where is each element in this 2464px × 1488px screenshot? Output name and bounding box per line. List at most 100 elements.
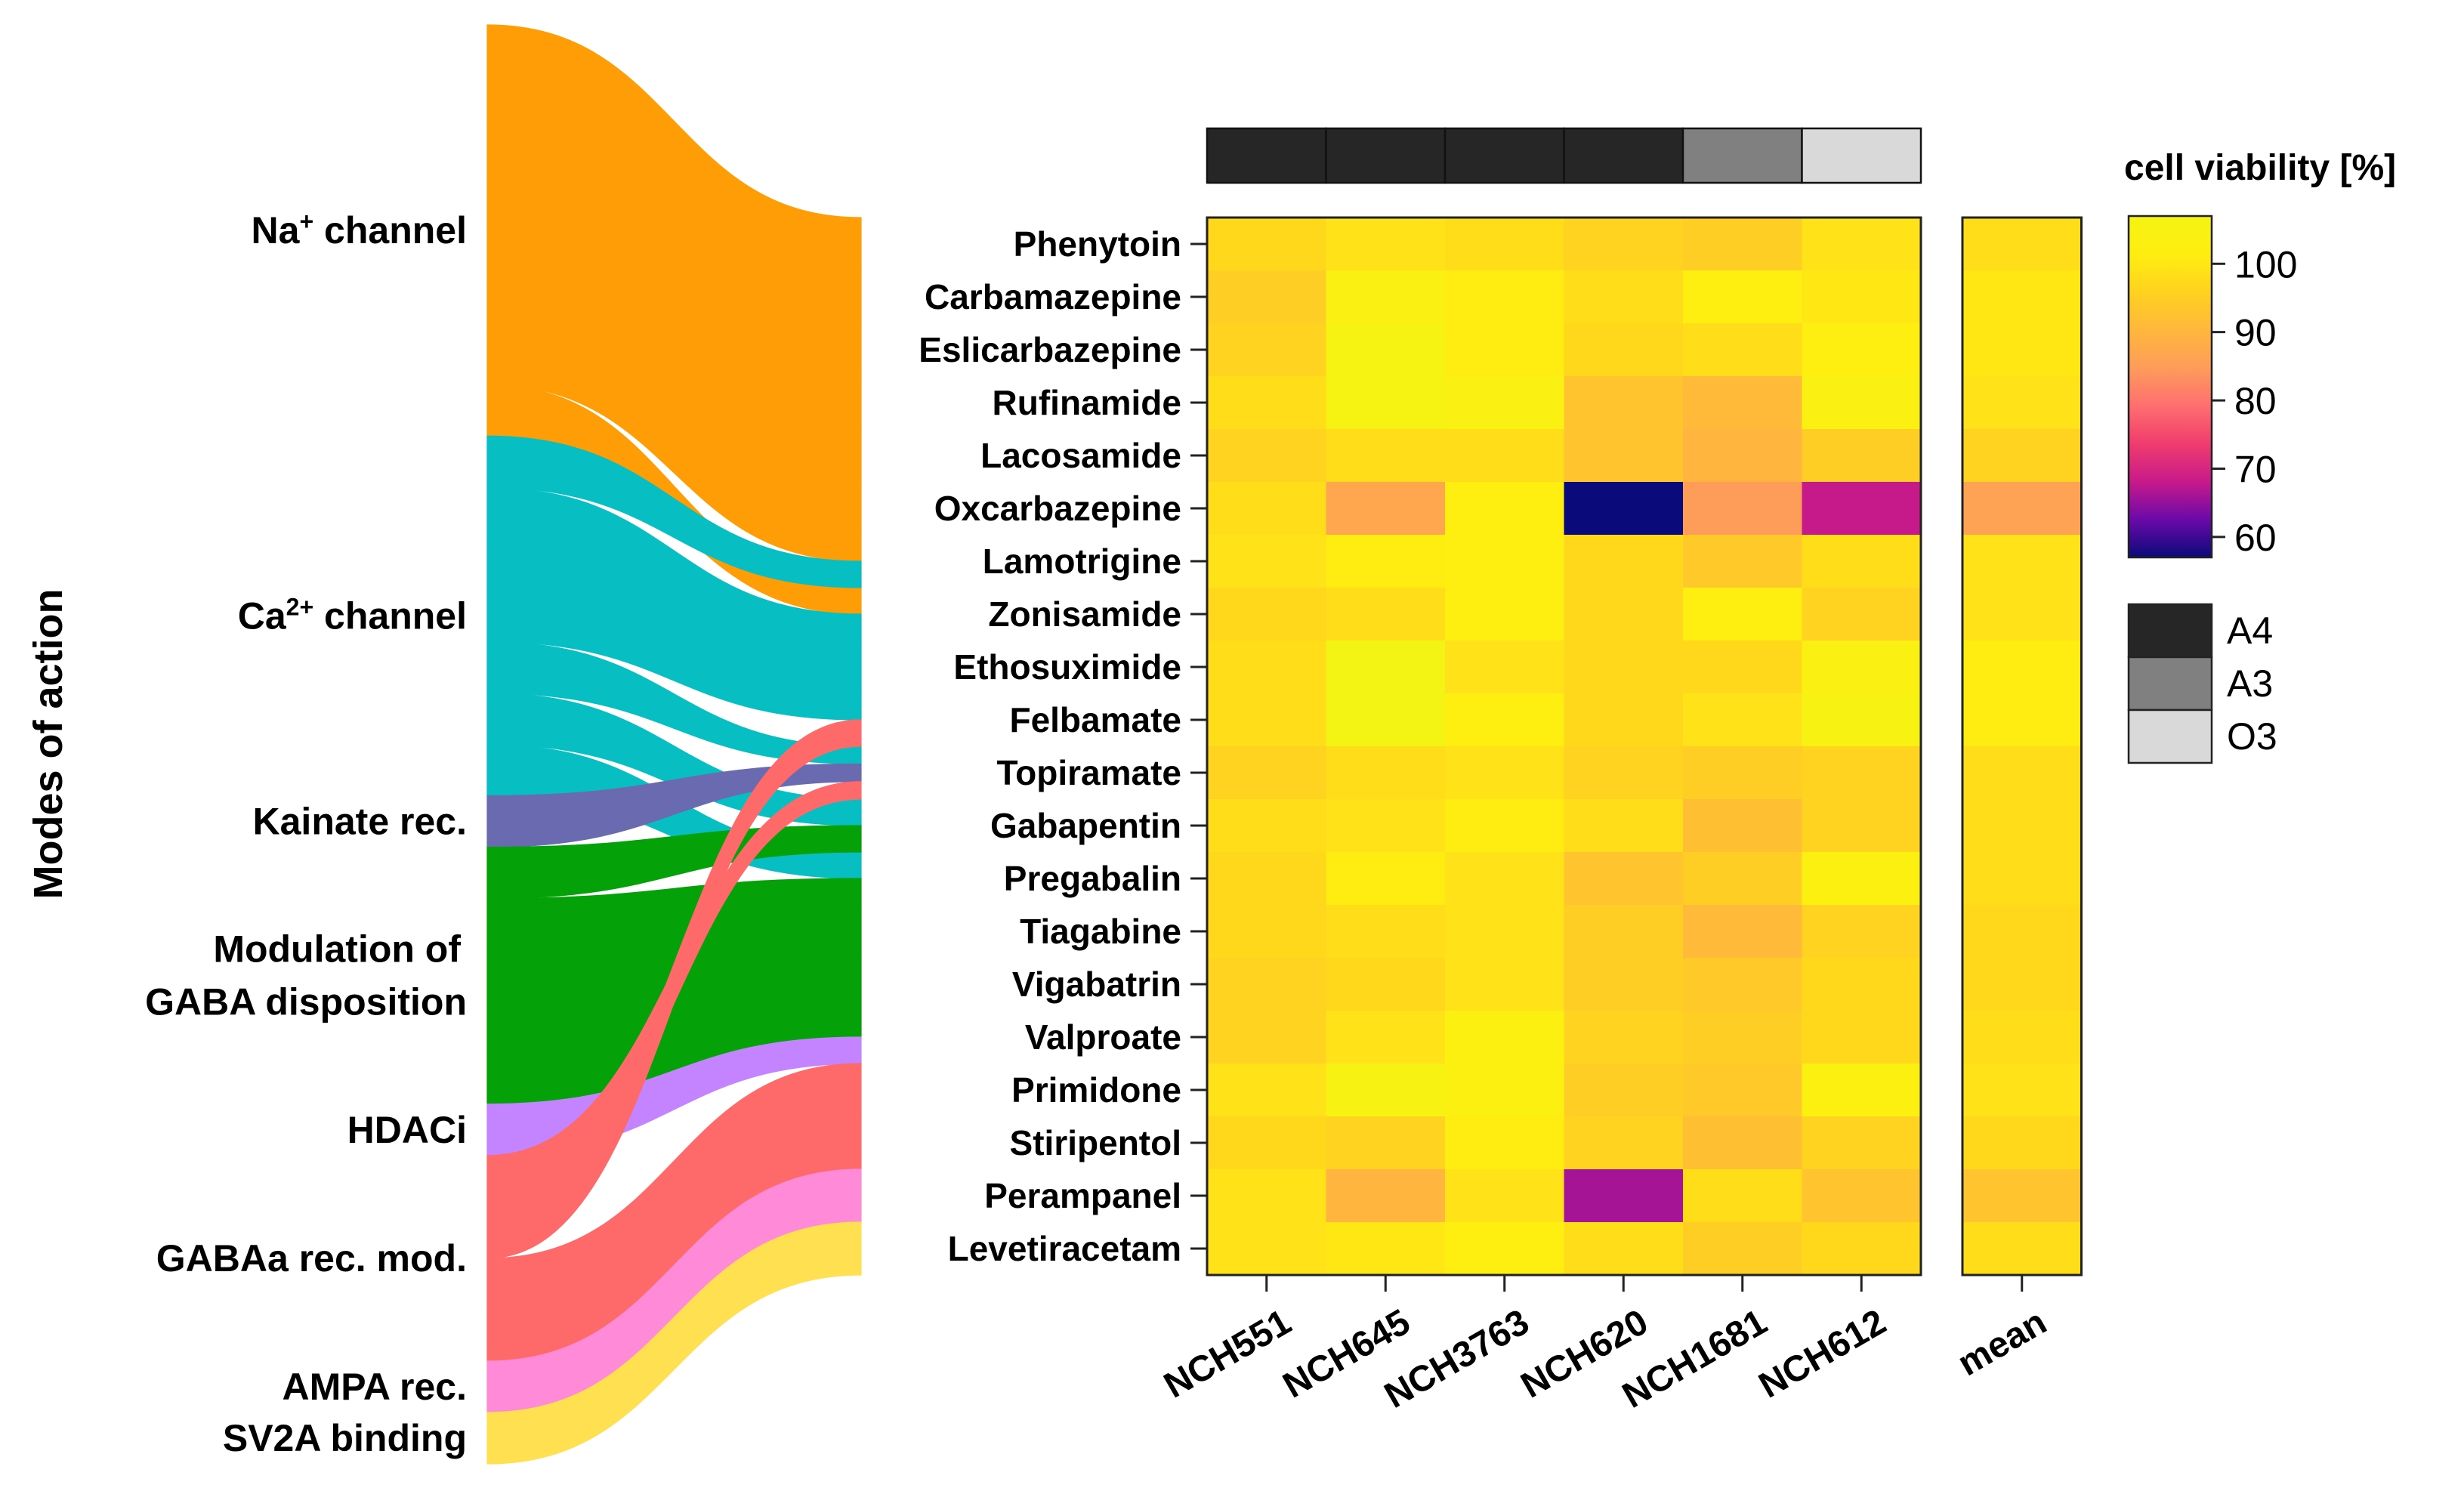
heatmap-cell-primidone-nch620 <box>1564 1064 1684 1117</box>
heatmap-cell-stiripentol-mean <box>1962 1116 2083 1170</box>
moa-label-na-channel: Na+ channel <box>252 208 467 252</box>
heatmap-cell-pregabalin-nch3763 <box>1445 852 1565 906</box>
heatmap-cell-eslicarbazepine-nch551 <box>1207 323 1327 377</box>
heatmap-cell-perampanel-nch551 <box>1207 1169 1327 1223</box>
heatmap-cell-oxcarbazepine-nch551 <box>1207 482 1327 536</box>
row-label-zonisamide: Zonisamide <box>988 594 1181 634</box>
moa-label-gabaa-rec-mod: GABAa rec. mod. <box>156 1237 467 1280</box>
heatmap-cell-gabapentin-mean <box>1962 799 2083 853</box>
heatmap-cell-valproate-nch645 <box>1326 1011 1446 1064</box>
heatmap-cell-vigabatrin-nch551 <box>1207 958 1327 1011</box>
heatmap-cell-tiagabine-nch1681 <box>1683 905 1803 959</box>
subtype-cell-nch645 <box>1325 127 1447 184</box>
heatmap-cell-valproate-nch612 <box>1802 1011 1922 1064</box>
heatmap-cell-carbamazepine-nch551 <box>1207 270 1327 324</box>
heatmap-cell-primidone-nch645 <box>1326 1064 1446 1117</box>
heatmap-cell-lacosamide-nch1681 <box>1683 429 1803 483</box>
heatmap-cell-valproate-nch3763 <box>1445 1011 1565 1064</box>
sankey-diagram <box>486 24 862 1465</box>
heatmap-cell-oxcarbazepine-nch620 <box>1564 482 1684 536</box>
heatmap-cell-oxcarbazepine-nch645 <box>1326 482 1446 536</box>
heatmap-cell-phenytoin-nch551 <box>1207 218 1327 271</box>
heatmap-cell-ethosuximide-nch3763 <box>1445 641 1565 694</box>
heatmap-cell-gabapentin-nch612 <box>1802 799 1922 853</box>
heatmap-cell-primidone-nch551 <box>1207 1064 1327 1117</box>
heatmap-cell-felbamate-nch551 <box>1207 693 1327 747</box>
moa-label-hdaci: HDACi <box>347 1109 467 1151</box>
heatmap-cell-ethosuximide-nch551 <box>1207 641 1327 694</box>
heatmap-cell-topiramate-nch612 <box>1802 746 1922 800</box>
sankey-link-na-channel-lamotrigine <box>486 332 862 562</box>
heatmap-cell-lacosamide-nch620 <box>1564 429 1684 483</box>
row-label-stiripentol: Stiripentol <box>1010 1123 1181 1162</box>
moa-label-ca2-channel: Ca2+ channel <box>238 593 467 637</box>
heatmap-cell-ethosuximide-nch620 <box>1564 641 1684 694</box>
colorbar-tick-label-100: 100 <box>2234 243 2297 286</box>
heatmap-cell-felbamate-nch620 <box>1564 693 1684 747</box>
heatmap-cell-vigabatrin-nch645 <box>1326 958 1446 1011</box>
heatmap-cell-lacosamide-mean <box>1962 429 2083 483</box>
heatmap-cell-lamotrigine-nch620 <box>1564 535 1684 588</box>
row-label-carbamazepine: Carbamazepine <box>925 277 1181 316</box>
sankey-link-ca2-channel-topiramate <box>486 641 862 764</box>
heatmap-cell-eslicarbazepine-nch612 <box>1802 323 1922 377</box>
row-label-rufinamide: Rufinamide <box>993 383 1181 422</box>
subtype-legend-swatch-a3 <box>2127 656 2213 712</box>
heatmap-cell-phenytoin-nch612 <box>1802 218 1922 271</box>
heatmap-cell-felbamate-nch1681 <box>1683 693 1803 747</box>
heatmap-cell-valproate-nch1681 <box>1683 1011 1803 1064</box>
heatmap-cell-perampanel-nch620 <box>1564 1169 1684 1223</box>
heatmap-cell-levetiracetam-nch645 <box>1326 1222 1446 1276</box>
sankey-link-gabaa-rec-mod-felbamate <box>486 719 862 1259</box>
subtype-cell-nch612 <box>1801 127 1922 184</box>
heatmap-cell-stiripentol-nch645 <box>1326 1116 1446 1170</box>
row-label-gabapentin: Gabapentin <box>990 806 1181 845</box>
heatmap-cell-pregabalin-nch620 <box>1564 852 1684 906</box>
heatmap-cell-rufinamide-nch1681 <box>1683 376 1803 430</box>
heatmap-cell-pregabalin-nch551 <box>1207 852 1327 906</box>
heatmap-cell-gabapentin-nch620 <box>1564 799 1684 853</box>
heatmap-cell-lacosamide-nch3763 <box>1445 429 1565 483</box>
heatmap-cell-levetiracetam-nch612 <box>1802 1222 1922 1276</box>
colorbar <box>2127 215 2213 559</box>
heatmap-cell-stiripentol-nch551 <box>1207 1116 1327 1170</box>
heatmap-cell-topiramate-nch620 <box>1564 746 1684 800</box>
moa-label-ampa-rec: AMPA rec. <box>282 1366 467 1408</box>
heatmap-cell-ethosuximide-nch645 <box>1326 641 1446 694</box>
heatmap-cell-tiagabine-nch551 <box>1207 905 1327 959</box>
legend: cell viability [%] 60 70 80 90 100 A4 A3 O3 <box>2124 148 2396 764</box>
heatmap-cell-eslicarbazepine-nch620 <box>1564 323 1684 377</box>
heatmap-cell-tiagabine-nch612 <box>1802 905 1922 959</box>
heatmap-cell-perampanel-nch645 <box>1326 1169 1446 1223</box>
heatmap-cell-rufinamide-nch645 <box>1326 376 1446 430</box>
heatmap-cell-topiramate-nch3763 <box>1445 746 1565 800</box>
heatmap-cell-vigabatrin-nch620 <box>1564 958 1684 1011</box>
heatmap-cell-gabapentin-nch3763 <box>1445 799 1565 853</box>
heatmap-cell-pregabalin-mean <box>1962 852 2083 906</box>
heatmap-cell-tiagabine-mean <box>1962 905 2083 959</box>
colorbar-title: cell viability [%] <box>2124 148 2396 188</box>
heatmap-cell-topiramate-nch551 <box>1207 746 1327 800</box>
heatmap-cell-carbamazepine-nch3763 <box>1445 270 1565 324</box>
row-label-topiramate: Topiramate <box>996 753 1181 792</box>
row-label-felbamate: Felbamate <box>1009 700 1181 739</box>
sankey-link-modulation-of-gaba-disposition-gabapentin <box>486 825 862 900</box>
heatmap-cell-lamotrigine-nch3763 <box>1445 535 1565 588</box>
heatmap-frame <box>1206 216 1922 1277</box>
row-label-tiagabine: Tiagabine <box>1020 912 1181 951</box>
heatmap-cell-rufinamide-nch620 <box>1564 376 1684 430</box>
heatmap-cell-zonisamide-nch612 <box>1802 588 1922 641</box>
heatmap-cell-eslicarbazepine-nch645 <box>1326 323 1446 377</box>
heatmap-cell-vigabatrin-nch3763 <box>1445 958 1565 1011</box>
heatmap-cell-zonisamide-nch3763 <box>1445 588 1565 641</box>
sankey-y-axis-label: Modes of action <box>26 588 71 899</box>
heatmap-cell-ethosuximide-nch612 <box>1802 641 1922 694</box>
heatmap-cell-lamotrigine-nch551 <box>1207 535 1327 588</box>
heatmap-cell-rufinamide-nch3763 <box>1445 376 1565 430</box>
heatmap-cell-vigabatrin-mean <box>1962 958 2083 1011</box>
heatmap-cell-primidone-nch612 <box>1802 1064 1922 1117</box>
row-label-oxcarbazepine: Oxcarbazepine <box>934 489 1181 528</box>
colorbar-tick-label-70: 70 <box>2234 448 2277 490</box>
subtype-legend-swatch-o3 <box>2127 708 2213 764</box>
